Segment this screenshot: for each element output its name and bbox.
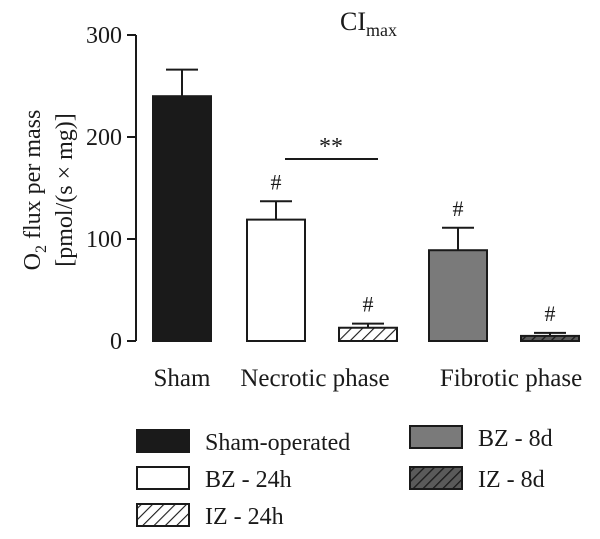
legend-swatch (409, 466, 463, 490)
legend-label: BZ - 8d (478, 426, 553, 452)
bar-bz-24h (246, 218, 306, 342)
bar-iz-8d (520, 334, 580, 342)
significance-marker: # (271, 169, 282, 194)
legend-label: IZ - 24h (205, 504, 284, 530)
bar-sham-operated (152, 95, 212, 342)
x-tick-label: Sham (154, 365, 212, 392)
legend-item: IZ - 24h (136, 503, 284, 530)
legend-label: BZ - 24h (205, 467, 292, 493)
significance-label: ** (319, 134, 343, 160)
significance-marker: # (453, 196, 464, 221)
legend-item: BZ - 8d (409, 425, 553, 452)
legend-label: IZ - 8d (478, 467, 545, 493)
significance-marker: # (363, 292, 374, 317)
y-tick-label: 200 (86, 125, 122, 151)
legend-swatch (136, 503, 190, 527)
x-tick-label: Necrotic phase (240, 365, 389, 392)
legend-swatch (409, 425, 463, 449)
chart-title: CImax (340, 7, 397, 40)
y-tick-label: 100 (86, 227, 122, 253)
y-tick-label: 0 (110, 329, 122, 355)
y-tick-label: 300 (86, 23, 122, 49)
legend-item: BZ - 24h (136, 466, 292, 493)
legend-swatch (136, 466, 190, 490)
bars: # # # # ** (152, 68, 580, 342)
axes: 0 100 200 300 (86, 23, 137, 355)
group-labels: Sham Necrotic phase Fibrotic phase (154, 365, 583, 392)
legend-label: Sham-operated (205, 430, 350, 456)
chart-title-subscript: max (366, 20, 397, 40)
significance-marker: # (545, 301, 556, 326)
legend-item: IZ - 8d (409, 466, 545, 493)
bar-bz-8d (428, 249, 488, 342)
legend: Sham-operated BZ - 24h IZ - 24h BZ - 8d IZ -… (136, 425, 553, 530)
y-axis-label-line1: O2 flux per mass (20, 110, 50, 271)
x-tick-label: Fibrotic phase (440, 365, 582, 392)
bar-iz-24h (338, 326, 398, 342)
y-axis-label-line2: [pmol/(s × mg)] (52, 113, 78, 267)
legend-item: Sham-operated (136, 429, 350, 456)
legend-swatch (136, 429, 190, 453)
